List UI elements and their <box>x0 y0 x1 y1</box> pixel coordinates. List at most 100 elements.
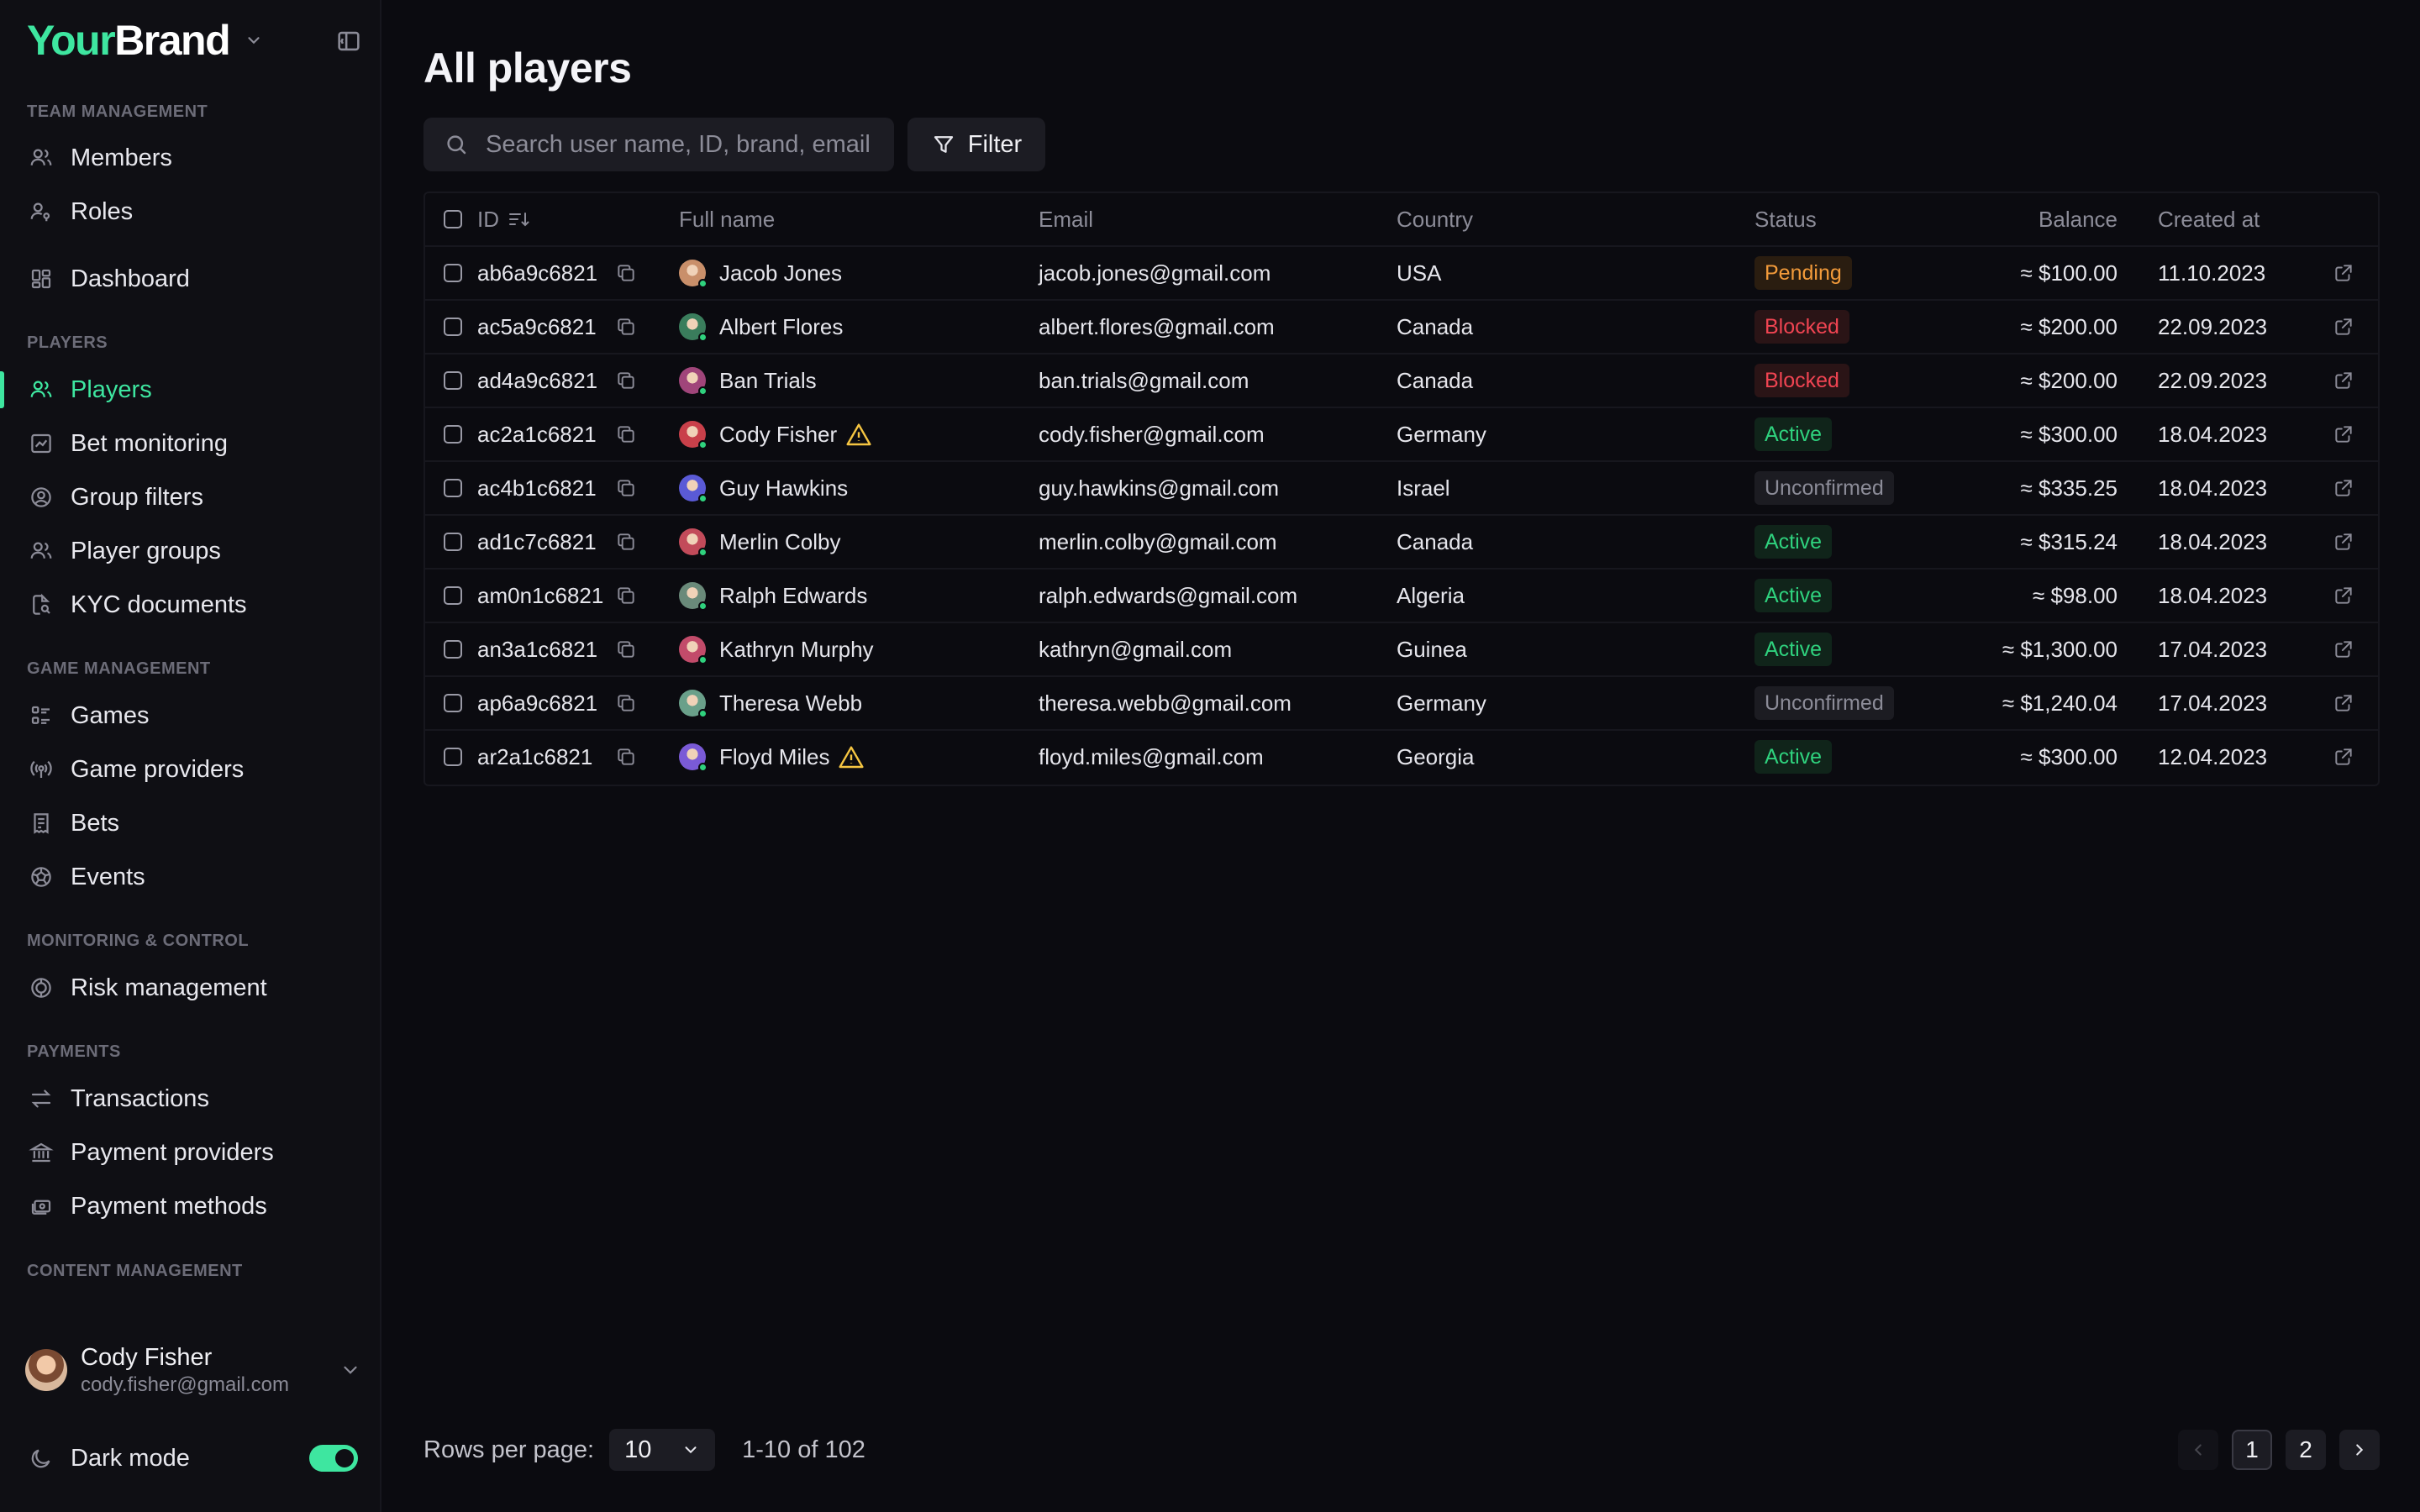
table-row[interactable]: am0n1c6821 Ralph Edwards ralph.edwards@gma… <box>425 570 2378 623</box>
table-row[interactable]: ad4a9c6821 Ban Trials ban.trials@gmail.com… <box>425 354 2378 408</box>
row-checkbox[interactable] <box>444 640 462 659</box>
sidebar-item-members[interactable]: Members <box>0 134 380 181</box>
filter-label: Filter <box>967 130 1023 158</box>
copy-icon[interactable] <box>615 585 637 606</box>
brand-switcher[interactable]: YourBrand <box>27 15 363 66</box>
external-link-icon[interactable] <box>2333 316 2354 338</box>
table-row[interactable]: an3a1c6821 Kathryn Murphy kathryn@gmail.co… <box>425 623 2378 677</box>
player-name-cell[interactable]: Cody Fisher <box>679 408 872 460</box>
sidebar-collapse-icon[interactable] <box>334 27 363 55</box>
sidebar-item-label: Games <box>71 701 150 729</box>
external-link-icon[interactable] <box>2333 692 2354 714</box>
player-email: guy.hawkins@gmail.com <box>1039 475 1280 501</box>
player-name-cell[interactable]: Ralph Edwards <box>679 570 867 622</box>
cash-icon <box>31 1200 51 1215</box>
table-row[interactable]: ab6a9c6821 Jacob Jones jacob.jones@gmail.c… <box>425 247 2378 301</box>
next-page-button[interactable] <box>2339 1430 2380 1470</box>
player-id: ad4a9c6821 <box>477 367 598 393</box>
sidebar-item-kyc-documents[interactable]: KYC documents <box>0 581 380 628</box>
table-row[interactable]: ad1c7c6821 Merlin Colby merlin.colby@gmail… <box>425 516 2378 570</box>
player-name-cell[interactable]: Floyd Miles <box>679 731 865 783</box>
external-link-icon[interactable] <box>2333 370 2354 391</box>
sidebar-item-risk-management[interactable]: Risk management <box>0 964 380 1011</box>
row-checkbox[interactable] <box>444 479 462 497</box>
online-indicator <box>698 279 708 288</box>
row-checkbox[interactable] <box>444 264 462 282</box>
player-balance: ≈ $100.00 <box>2020 260 2118 286</box>
external-link-icon[interactable] <box>2333 262 2354 284</box>
copy-icon[interactable] <box>615 316 637 338</box>
sidebar-item-payment-providers[interactable]: Payment providers <box>0 1129 380 1176</box>
player-name-cell[interactable]: Jacob Jones <box>679 247 842 299</box>
copy-icon[interactable] <box>615 692 637 714</box>
sidebar-item-group-filters[interactable]: Group filters <box>0 474 380 521</box>
external-link-icon[interactable] <box>2333 531 2354 553</box>
player-name-cell[interactable]: Theresa Webb <box>679 677 862 729</box>
external-link-icon[interactable] <box>2333 477 2354 499</box>
sidebar-item-payment-methods[interactable]: Payment methods <box>0 1183 380 1230</box>
user-menu[interactable]: Cody Fisher cody.fisher@gmail.com <box>25 1337 361 1403</box>
sidebar-item-bet-monitoring[interactable]: Bet monitoring <box>0 420 380 467</box>
copy-icon[interactable] <box>615 262 637 284</box>
player-name-cell[interactable]: Albert Flores <box>679 301 843 353</box>
player-name: Guy Hawkins <box>719 475 849 501</box>
row-checkbox[interactable] <box>444 694 462 712</box>
player-name: Cody Fisher <box>719 421 838 447</box>
copy-icon[interactable] <box>615 423 637 445</box>
player-name: Floyd Miles <box>719 743 830 769</box>
external-link-icon[interactable] <box>2333 585 2354 606</box>
sidebar-item-players[interactable]: Players <box>0 366 380 413</box>
row-checkbox[interactable] <box>444 425 462 444</box>
table-row[interactable]: ac5a9c6821 Albert Flores albert.flores@gma… <box>425 301 2378 354</box>
sidebar-item-bets[interactable]: Bets <box>0 800 380 847</box>
row-checkbox[interactable] <box>444 586 462 605</box>
table-row[interactable]: ap6a9c6821 Theresa Webb theresa.webb@gmail… <box>425 677 2378 731</box>
player-name-cell[interactable]: Merlin Colby <box>679 516 841 568</box>
status-badge: Active <box>1754 633 1833 666</box>
rows-per-page-select[interactable]: 10 <box>609 1429 716 1471</box>
prev-page-button[interactable] <box>2178 1430 2218 1470</box>
sidebar-item-events[interactable]: Events <box>0 853 380 900</box>
player-name-cell[interactable]: Ban Trials <box>679 354 817 407</box>
player-balance: ≈ $335.25 <box>2020 475 2118 501</box>
row-checkbox[interactable] <box>444 371 462 390</box>
copy-icon[interactable] <box>615 531 637 553</box>
copy-icon[interactable] <box>615 746 637 768</box>
player-country: Canada <box>1397 367 1474 393</box>
sidebar-item-games[interactable]: Games <box>0 692 380 739</box>
page-button-2[interactable]: 2 <box>2286 1430 2326 1470</box>
copy-icon[interactable] <box>615 638 637 660</box>
search-input[interactable] <box>486 130 872 159</box>
search-box[interactable] <box>424 118 894 171</box>
user-name: Cody Fisher <box>81 1344 213 1371</box>
bank-icon <box>29 1142 54 1163</box>
external-link-icon[interactable] <box>2333 638 2354 660</box>
sidebar-item-game-providers[interactable]: Game providers <box>0 746 380 793</box>
player-name-cell[interactable]: Guy Hawkins <box>679 462 848 514</box>
external-link-icon[interactable] <box>2333 423 2354 445</box>
row-checkbox[interactable] <box>444 748 462 766</box>
player-created-at: 18.04.2023 <box>2158 421 2268 447</box>
row-checkbox[interactable] <box>444 318 462 336</box>
table-row[interactable]: ac4b1c6821 Guy Hawkins guy.hawkins@gmail.c… <box>425 462 2378 516</box>
copy-icon[interactable] <box>615 370 637 391</box>
external-link-icon[interactable] <box>2333 746 2354 768</box>
player-id: ar2a1c6821 <box>477 743 593 769</box>
copy-icon[interactable] <box>615 477 637 499</box>
row-checkbox[interactable] <box>444 533 462 551</box>
sidebar-item-player-groups[interactable]: Player groups <box>0 528 380 575</box>
player-name-cell[interactable]: Kathryn Murphy <box>679 623 874 675</box>
sidebar-item-dashboard[interactable]: Dashboard <box>0 255 380 302</box>
sidebar-item-roles[interactable]: Roles <box>0 188 380 235</box>
sort-icon[interactable] <box>508 208 531 230</box>
receipt-icon <box>34 813 49 834</box>
filter-button[interactable]: Filter <box>908 118 1045 171</box>
chevron-down-icon <box>248 37 260 45</box>
dark-mode-toggle[interactable] <box>309 1445 358 1472</box>
table-row[interactable]: ar2a1c6821 Floyd Miles floyd.miles@gmail.c… <box>425 731 2378 785</box>
column-country: Country <box>1397 206 1474 232</box>
select-all-checkbox[interactable] <box>444 210 462 228</box>
page-button-1[interactable]: 1 <box>2232 1430 2272 1470</box>
sidebar-item-transactions[interactable]: Transactions <box>0 1075 380 1122</box>
table-row[interactable]: ac2a1c6821 Cody Fisher cody.fisher@gmail.c… <box>425 408 2378 462</box>
